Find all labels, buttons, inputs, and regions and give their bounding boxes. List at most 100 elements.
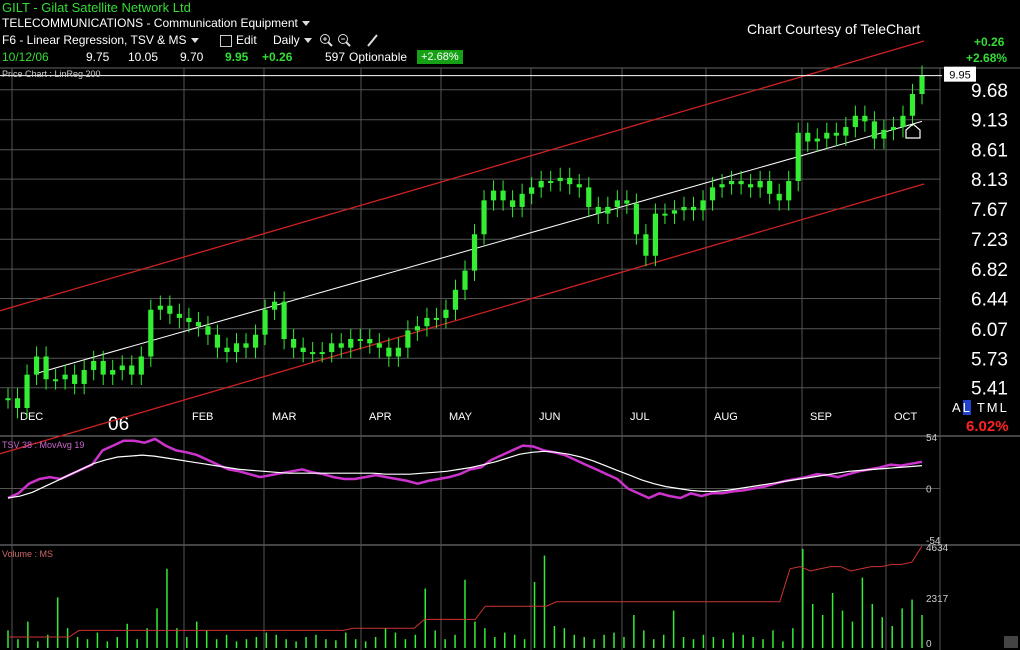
candle-body <box>529 187 535 194</box>
candle-body <box>567 177 573 185</box>
candle-body <box>662 213 668 216</box>
month-tick-label: JUN <box>539 411 560 423</box>
quote-open: 9.75 <box>86 50 110 64</box>
candle-body <box>319 352 325 355</box>
candle-body <box>5 398 11 401</box>
candle-body <box>367 338 373 344</box>
quote-volume: 597 <box>325 50 346 64</box>
candle-body <box>881 129 887 139</box>
candle-body <box>690 206 697 211</box>
candle-body <box>329 343 335 353</box>
candle-body <box>205 326 211 335</box>
candle-body <box>424 317 430 327</box>
price-tick-label: 6.07 <box>971 320 1008 341</box>
price-tick-label: 8.13 <box>971 170 1008 191</box>
candle-body <box>443 309 449 318</box>
candle-body <box>33 356 40 375</box>
candle-body <box>72 374 78 384</box>
candle-body <box>805 132 811 142</box>
candle-body <box>614 200 620 207</box>
candle-body <box>452 289 459 310</box>
scale-mode-t[interactable]: T <box>976 400 987 415</box>
price-tick-label: 6.44 <box>971 289 1008 310</box>
candle-body <box>271 301 278 310</box>
candle-body <box>462 270 468 290</box>
candle-body <box>738 181 744 185</box>
candle-body <box>195 322 202 327</box>
candle-body <box>214 334 221 348</box>
month-tick-label: JUL <box>630 411 650 423</box>
scale-mode-selector[interactable]: AL TML <box>952 400 1009 415</box>
volume-ms-line <box>8 545 923 638</box>
candle-body <box>605 206 611 214</box>
scale-mode-l[interactable]: L <box>962 400 972 415</box>
chevron-down-icon <box>301 21 310 27</box>
scale-mode-l2[interactable]: L <box>999 400 1009 415</box>
edit-button[interactable]: Edit <box>220 33 257 47</box>
candle-body <box>652 213 659 256</box>
candle-body <box>671 210 678 214</box>
candle-body <box>91 360 97 371</box>
chart-setup-selector[interactable]: F6 - Linear Regression, TSV & MS <box>2 33 199 47</box>
candle-body <box>890 127 897 130</box>
candle-body <box>909 94 916 116</box>
candle-body <box>433 317 440 320</box>
candle-body <box>519 193 525 207</box>
candle-body <box>338 343 344 348</box>
candle-body <box>186 317 192 323</box>
candle-body <box>900 115 906 128</box>
bottom-pct: 6.02% <box>966 418 1009 435</box>
candle-body <box>510 200 516 207</box>
scale-mode-a[interactable]: A <box>952 400 963 415</box>
month-tick-label: MAR <box>272 411 297 423</box>
candle-body <box>576 184 582 188</box>
candle-body <box>148 309 154 357</box>
candle-body <box>81 370 87 384</box>
candle-body <box>100 360 106 375</box>
candle-body <box>310 352 316 355</box>
candle-body <box>262 309 268 335</box>
scale-mode-m[interactable]: M <box>986 400 1000 415</box>
draw-tool-icon[interactable] <box>367 34 378 47</box>
candle-body <box>481 200 487 235</box>
volume-tick-label: 2317 <box>926 594 949 605</box>
price-tick-label: 7.67 <box>971 200 1008 221</box>
candle-body <box>767 181 773 194</box>
chart-header: GILT - Gilat Satellite Network Ltd TELEC… <box>0 0 1020 68</box>
regression-lower-band <box>0 183 925 455</box>
price-tick-label: 9.13 <box>971 111 1008 132</box>
chart-setup-label: F6 - Linear Regression, TSV & MS <box>2 33 187 47</box>
candle-body <box>833 132 839 136</box>
candle-body <box>919 75 925 95</box>
candle-body <box>243 343 249 348</box>
house-marker-icon <box>905 123 921 139</box>
candle-body <box>814 138 820 142</box>
month-tick-label: FEB <box>192 411 213 423</box>
price-tick-label: 8.61 <box>971 141 1008 162</box>
candle-body <box>405 330 411 348</box>
zoom-out-icon[interactable] <box>338 34 351 47</box>
candle-body <box>786 181 792 201</box>
candle-body <box>224 347 230 353</box>
candle-body <box>167 305 173 314</box>
industry-selector[interactable]: TELECOMMUNICATIONS - Communication Equip… <box>2 16 310 30</box>
tsv-tick-label: 54 <box>926 433 938 444</box>
price-tick-label: 7.23 <box>971 230 1008 251</box>
right-pct: +2.68% <box>966 51 1008 65</box>
candle-body <box>53 379 59 382</box>
regression-midline <box>36 120 923 374</box>
candle-body <box>395 347 401 357</box>
candle-body <box>348 338 354 348</box>
candle-body <box>709 187 716 201</box>
candle-body <box>43 356 49 380</box>
candle-body <box>757 181 763 188</box>
period-label: Daily <box>273 33 300 47</box>
chevron-down-icon <box>190 38 199 44</box>
zoom-in-icon[interactable] <box>320 34 333 47</box>
pct-change-badge: +2.68% <box>417 50 463 64</box>
period-selector[interactable]: Daily <box>273 33 312 47</box>
regression-upper-band <box>0 40 925 312</box>
candle-body <box>862 115 868 122</box>
candle-body <box>871 121 877 139</box>
